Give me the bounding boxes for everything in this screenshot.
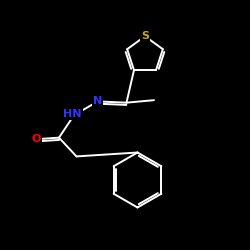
Text: N: N xyxy=(93,96,102,106)
Text: HN: HN xyxy=(64,109,82,119)
Text: O: O xyxy=(32,134,41,144)
Text: S: S xyxy=(141,31,149,41)
